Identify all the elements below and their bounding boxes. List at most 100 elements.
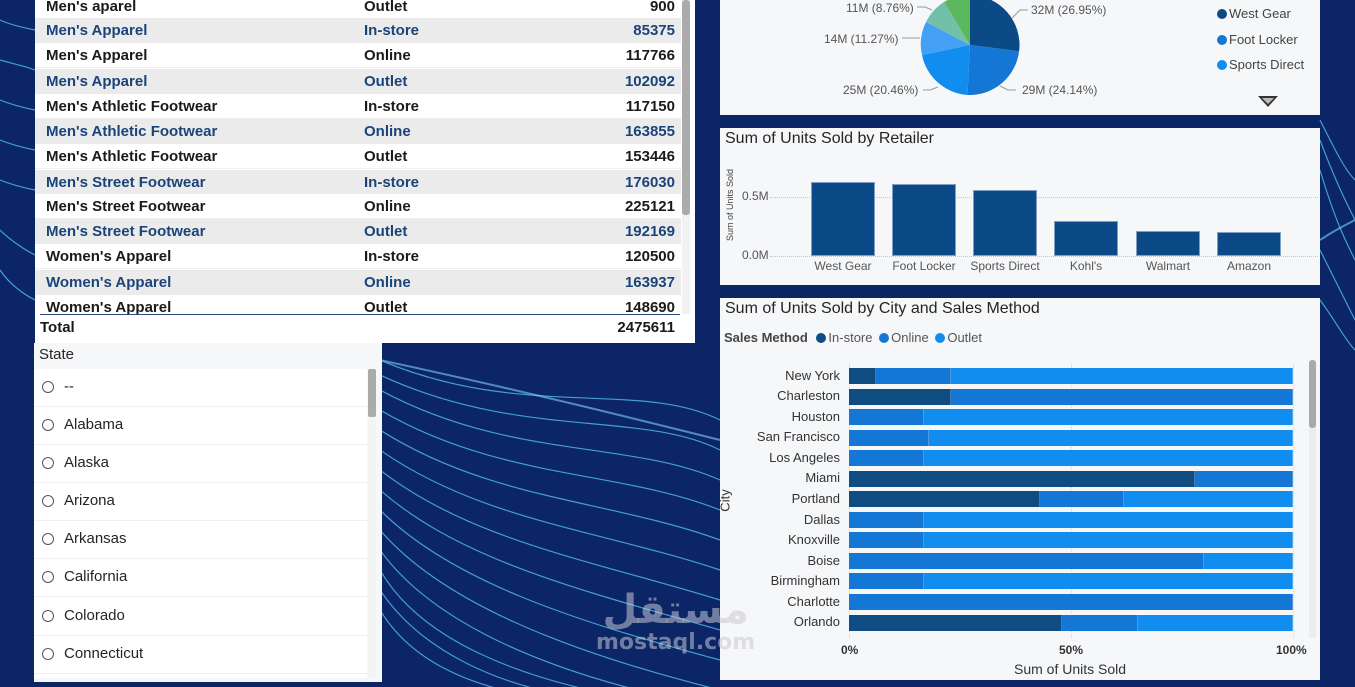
- slicer-item-label: Connecticut: [64, 645, 144, 662]
- bar-houston[interactable]: [849, 409, 1293, 425]
- table-row[interactable]: Men's Apparel Outlet 102092: [35, 69, 681, 94]
- slicer-item[interactable]: Arkansas: [34, 521, 367, 559]
- legend-dot-icon: [935, 333, 946, 343]
- table-row[interactable]: Men's Apparel In-store 85375: [35, 18, 681, 43]
- bar-miami[interactable]: [849, 471, 1293, 487]
- legend-title: Sales Method: [724, 330, 808, 345]
- cell-product: Men's Athletic Footwear: [46, 98, 218, 115]
- radio-icon[interactable]: [42, 419, 54, 431]
- cell-method: In-store: [364, 98, 420, 115]
- bar-portland[interactable]: [849, 491, 1293, 507]
- radio-icon[interactable]: [42, 571, 54, 583]
- bar-orlando[interactable]: [849, 615, 1293, 631]
- table-row[interactable]: Men's Athletic Footwear Outlet 153446: [35, 144, 681, 169]
- table-scrollbar-thumb[interactable]: [682, 0, 690, 215]
- table-row[interactable]: Men's Street Footwear In-store 176030: [35, 170, 681, 195]
- cell-product: Men's Street Footwear: [46, 198, 206, 215]
- legend-item-in-store[interactable]: In-store: [816, 330, 873, 345]
- slicer-item-label: Colorado: [64, 607, 125, 624]
- y-axis-label: City: [717, 489, 733, 512]
- table-row[interactable]: Men's aparel Outlet 900: [35, 0, 681, 19]
- slicer-item[interactable]: Arizona: [34, 483, 367, 521]
- cell-product: Women's Apparel: [46, 299, 172, 314]
- chart-scrollbar-thumb[interactable]: [1309, 360, 1316, 428]
- city-label: Los Angeles: [769, 450, 840, 465]
- table-row[interactable]: Men's Athletic Footwear Online 163855: [35, 119, 681, 144]
- pie-legend-item[interactable]: Foot Locker: [1217, 32, 1298, 47]
- cell-method: Outlet: [364, 0, 408, 15]
- legend-dot-icon: [816, 333, 827, 343]
- table-body: Men's aparel Outlet 900 Men's Apparel In…: [35, 0, 681, 314]
- x-tick: Kohl's: [1069, 259, 1103, 273]
- bar-dallas[interactable]: [849, 512, 1293, 528]
- table-scrollbar[interactable]: [682, 0, 690, 314]
- pie-legend-item[interactable]: Sports Direct: [1217, 57, 1304, 72]
- city-label: Charlotte: [787, 594, 840, 609]
- cell-units: 102092: [624, 73, 675, 90]
- table-row[interactable]: Men's Apparel Online 117766: [35, 43, 681, 68]
- pie-graphic[interactable]: [720, 0, 1320, 115]
- bar-foot-locker[interactable]: [892, 184, 956, 256]
- bar-los-angeles[interactable]: [849, 450, 1293, 466]
- bar-san-francisco[interactable]: [849, 430, 1293, 446]
- total-value: 2475611: [617, 319, 675, 336]
- x-tick: Walmart: [1145, 259, 1191, 273]
- pie-legend-item[interactable]: West Gear: [1217, 6, 1291, 21]
- legend-scroll-down-icon[interactable]: [1258, 96, 1278, 107]
- slicer-item-label: Arizona: [64, 492, 115, 509]
- table-row[interactable]: Men's Street Footwear Online 225121: [35, 194, 681, 219]
- slicer-scrollbar-thumb[interactable]: [368, 369, 376, 417]
- bar-sports-direct[interactable]: [973, 190, 1037, 256]
- radio-icon[interactable]: [42, 495, 54, 507]
- slicer-item[interactable]: Colorado: [34, 598, 367, 636]
- table-row[interactable]: Men's Street Footwear Outlet 192169: [35, 219, 681, 244]
- cell-product: Men's Street Footwear: [46, 174, 206, 191]
- gridline: [770, 256, 1318, 257]
- bar-new-york[interactable]: [849, 368, 1293, 384]
- pie-value-label: 32M (26.95%): [1031, 3, 1107, 17]
- cell-units: 148690: [624, 299, 675, 314]
- chart-scrollbar[interactable]: [1309, 360, 1316, 638]
- radio-icon[interactable]: [42, 381, 54, 393]
- bar-boise[interactable]: [849, 553, 1293, 569]
- cell-method: In-store: [364, 174, 420, 191]
- slicer-item[interactable]: Connecticut: [34, 636, 367, 674]
- bar-charlotte[interactable]: [849, 594, 1293, 610]
- bar-walmart[interactable]: [1136, 231, 1200, 256]
- radio-icon[interactable]: [42, 610, 54, 622]
- table-row[interactable]: Men's Athletic Footwear In-store 117150: [35, 94, 681, 119]
- table-row[interactable]: Women's Apparel Online 163937: [35, 270, 681, 295]
- table-row[interactable]: Women's Apparel In-store 120500: [35, 244, 681, 269]
- radio-icon[interactable]: [42, 648, 54, 660]
- city-label: Knoxville: [787, 532, 840, 547]
- x-tick: West Gear: [814, 259, 872, 273]
- bar-charleston[interactable]: [849, 389, 1293, 405]
- bar-kohls[interactable]: [1054, 221, 1118, 256]
- cell-method: Outlet: [364, 73, 408, 90]
- bar-knoxville[interactable]: [849, 532, 1293, 548]
- slicer-item[interactable]: --: [34, 369, 367, 407]
- slicer-scrollbar[interactable]: [368, 369, 376, 678]
- x-axis-label: Sum of Units Sold: [1014, 661, 1127, 677]
- bar-west-gear[interactable]: [811, 182, 875, 256]
- city-label: Birmingham: [770, 573, 840, 588]
- total-divider: [40, 314, 680, 315]
- slicer-item[interactable]: Alaska: [34, 445, 367, 483]
- legend-dot-icon: [879, 333, 890, 343]
- radio-icon[interactable]: [42, 457, 54, 469]
- cell-method: Online: [364, 274, 411, 291]
- legend-item-online[interactable]: Online: [879, 330, 929, 345]
- city-label: Boise: [807, 553, 840, 568]
- cell-product: Women's Apparel: [46, 274, 172, 291]
- cell-method: In-store: [364, 248, 420, 265]
- slicer-item[interactable]: California: [34, 559, 367, 597]
- table-row[interactable]: Women's Apparel Outlet 148690: [35, 295, 681, 314]
- bar-amazon[interactable]: [1217, 232, 1281, 256]
- radio-icon[interactable]: [42, 533, 54, 545]
- y-tick: 0.0M: [742, 248, 769, 262]
- legend-item-outlet[interactable]: Outlet: [935, 330, 982, 345]
- slicer-item[interactable]: Alabama: [34, 407, 367, 445]
- gridline: [1293, 364, 1294, 638]
- y-tick: 0.5M: [742, 189, 769, 203]
- bar-birmingham[interactable]: [849, 573, 1293, 589]
